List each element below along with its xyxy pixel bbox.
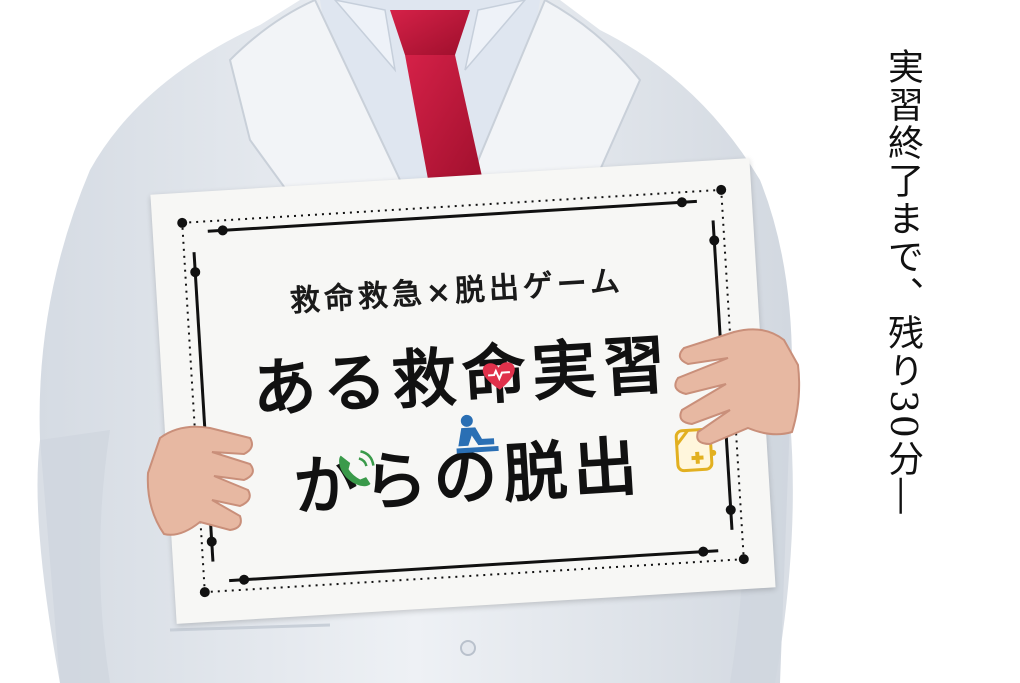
right-hand — [674, 328, 801, 446]
phone-icon — [339, 450, 375, 487]
heart-icon — [482, 362, 515, 390]
left-hand — [146, 425, 254, 536]
countdown-caption: 実習終了まで、残り30分― — [882, 48, 923, 516]
person-icon — [456, 414, 499, 454]
tie — [390, 10, 470, 55]
